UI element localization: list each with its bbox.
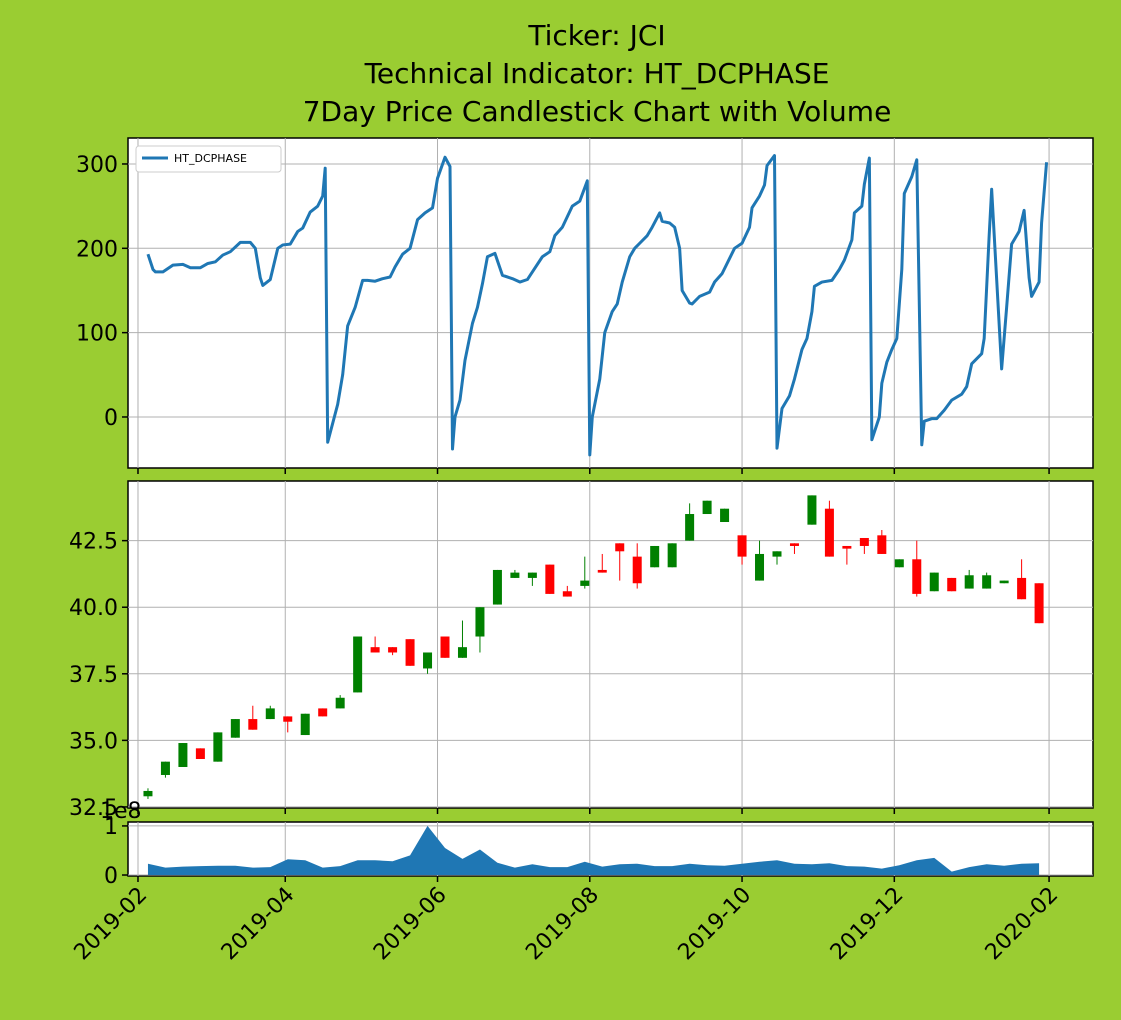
candle-body	[807, 495, 817, 525]
candle-body	[650, 545, 660, 568]
candle-body	[475, 607, 485, 637]
y-tick-label: 37.5	[69, 663, 118, 688]
volume-area	[147, 825, 1040, 876]
x-tick-label: 2019-10	[674, 883, 757, 966]
candle-body	[440, 636, 450, 658]
plot-area	[127, 137, 1094, 469]
y-tick-label: 200	[76, 237, 118, 262]
candle-body	[160, 761, 170, 775]
x-tick-label: 2019-06	[369, 883, 452, 966]
candle-body	[248, 719, 258, 730]
y-tick-label: 1	[104, 815, 118, 840]
candle-body	[353, 636, 363, 693]
y-tick-label: 0	[104, 406, 118, 431]
candle-body	[737, 535, 747, 557]
candle-body	[929, 572, 939, 592]
y-tick-label: 32.5	[69, 796, 118, 821]
candle-body	[964, 575, 974, 589]
candle-body	[667, 543, 677, 568]
candle-body	[457, 647, 467, 658]
candle-body	[632, 556, 642, 584]
candle-body	[562, 591, 572, 597]
x-tick-label: 2019-12	[826, 883, 909, 966]
plot-area	[127, 480, 1094, 809]
candle-body	[894, 559, 904, 568]
legend-box	[135, 145, 282, 173]
candle-body	[702, 500, 712, 515]
y-tick-label: 300	[76, 153, 118, 178]
candle-body	[755, 553, 765, 581]
candle-body	[510, 572, 520, 578]
candle-body	[178, 743, 188, 767]
y-tick-label: 40.0	[69, 596, 118, 621]
candle-body	[283, 716, 293, 722]
offset-label: 1e8	[100, 799, 142, 824]
candle-body	[912, 559, 922, 594]
legend-label: HT_DCPHASE	[174, 152, 247, 165]
candle-body	[213, 732, 223, 762]
candle-body	[265, 708, 275, 720]
candle-body	[230, 719, 240, 738]
x-tick-label: 2020-02	[981, 883, 1064, 966]
candle-body	[423, 652, 433, 669]
candle-body	[300, 713, 310, 736]
y-tick-label: 0	[104, 864, 118, 889]
candle-body	[580, 580, 590, 586]
candle-body	[370, 647, 380, 653]
candle-body	[615, 543, 625, 552]
candle-body	[597, 569, 607, 573]
candle-body	[859, 537, 869, 546]
candle-body	[1034, 583, 1044, 624]
candle-body	[492, 569, 502, 605]
candle-body	[720, 508, 730, 523]
x-tick-label: 2019-04	[217, 883, 300, 966]
y-tick-label: 42.5	[69, 530, 118, 555]
candle-body	[789, 543, 799, 546]
candle-body	[318, 708, 328, 717]
candle-body	[335, 697, 345, 709]
candle-body	[527, 572, 537, 578]
candle-body	[824, 508, 834, 557]
candle-body	[143, 790, 153, 797]
candle-body	[388, 647, 398, 653]
x-tick-label: 2019-02	[70, 883, 153, 966]
x-tick-label: 2019-08	[521, 883, 604, 966]
line	[146, 154, 1049, 457]
candle-body	[545, 564, 555, 594]
candle-body	[982, 575, 992, 589]
candle-body	[877, 535, 887, 554]
candle-body	[999, 580, 1009, 584]
title-line: 7Day Price Candlestick Chart with Volume	[303, 95, 892, 128]
y-tick-label: 35.0	[69, 729, 118, 754]
title-line: Technical Indicator: HT_DCPHASE	[364, 57, 830, 90]
candle-body	[685, 514, 695, 541]
title-line: Ticker: JCI	[527, 19, 665, 52]
candle-body	[1017, 577, 1027, 600]
candle-body	[947, 577, 957, 592]
candle-body	[842, 545, 852, 549]
candle-body	[772, 551, 782, 557]
y-tick-label: 100	[76, 322, 118, 347]
candle-body	[195, 748, 205, 760]
candle-body	[405, 639, 415, 666]
